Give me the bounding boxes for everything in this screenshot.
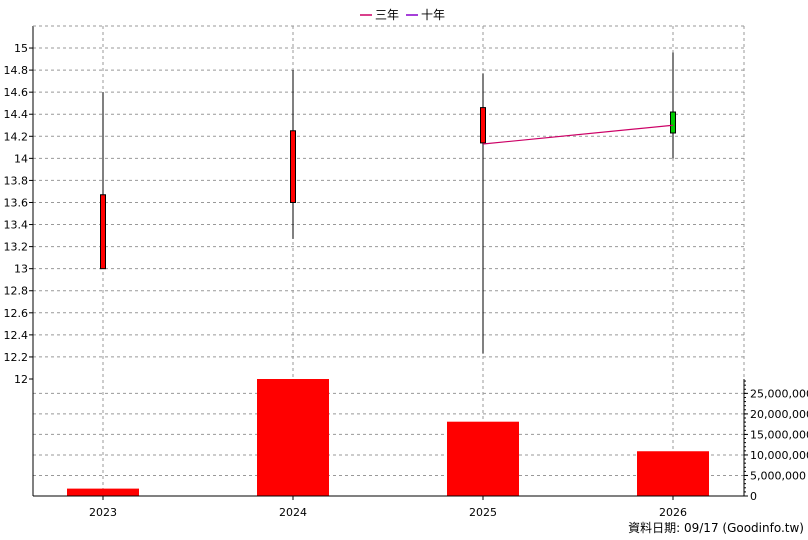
legend-label-three-year: 三年 bbox=[375, 8, 399, 22]
price-tick-label: 13.6 bbox=[4, 196, 29, 209]
data-date-footer: 資料日期: 09/17 (Goodinfo.tw) bbox=[628, 521, 804, 535]
volume-bars bbox=[67, 379, 709, 496]
price-tick-label: 13 bbox=[14, 263, 28, 276]
price-tick-label: 14.8 bbox=[4, 64, 29, 77]
volume-tick-label: 10,000,000 bbox=[750, 449, 808, 462]
price-tick-label: 15 bbox=[14, 42, 28, 55]
volume-tick-label: 5,000,000 bbox=[750, 469, 806, 482]
series-line bbox=[482, 124, 674, 145]
volume-tick-label: 0 bbox=[750, 490, 757, 503]
axes-frame bbox=[32, 25, 745, 497]
candle-body bbox=[100, 194, 106, 270]
price-tick-label: 13.8 bbox=[4, 174, 29, 187]
price-tick-label: 14.6 bbox=[4, 86, 29, 99]
price-tick-label: 12.8 bbox=[4, 285, 29, 298]
price-y-axis: 12 12.2 12.4 12.6 12.8 13 13.2 13.4 13.6 13.8 14 14… bbox=[4, 42, 33, 386]
volume-tick-label: 25,000,000 bbox=[750, 387, 808, 400]
volume-tick-label: 15,000,000 bbox=[750, 428, 808, 441]
volume-bar bbox=[67, 488, 139, 496]
price-tick-label: 12.6 bbox=[4, 307, 29, 320]
volume-bar bbox=[447, 421, 519, 496]
legend-label-ten-year: 十年 bbox=[421, 8, 445, 22]
price-tick-label: 12 bbox=[14, 373, 28, 386]
legend: 三年 十年 bbox=[360, 8, 445, 22]
volume-gridlines bbox=[33, 392, 744, 476]
volume-bar bbox=[257, 379, 329, 496]
candle-body bbox=[480, 107, 486, 144]
price-tick-label: 13.2 bbox=[4, 241, 29, 254]
price-tick-label: 12.4 bbox=[4, 329, 29, 342]
x-tick-label: 2023 bbox=[89, 506, 117, 519]
x-tick-label: 2024 bbox=[279, 506, 307, 519]
candles bbox=[100, 52, 676, 354]
volume-y-axis: 0 5,000,000 10,000,000 15,000,000 20,000,000… bbox=[744, 380, 808, 503]
x-tick-label: 2025 bbox=[469, 506, 497, 519]
volume-panel: 0 5,000,000 10,000,000 15,000,000 20,000,000… bbox=[33, 379, 808, 519]
moving-average-lines bbox=[482, 124, 674, 145]
price-tick-label: 14.2 bbox=[4, 130, 29, 143]
candle-body bbox=[290, 130, 296, 203]
price-tick-label: 14 bbox=[14, 152, 28, 165]
price-panel: 12 12.2 12.4 12.6 12.8 13 13.2 13.4 13.6 13.8 14 14… bbox=[4, 26, 744, 496]
volume-bar bbox=[637, 451, 709, 496]
candle-body bbox=[670, 111, 676, 134]
x-tick-label: 2026 bbox=[659, 506, 687, 519]
volume-tick-label: 20,000,000 bbox=[750, 408, 808, 421]
price-tick-label: 13.4 bbox=[4, 219, 29, 232]
x-axis: 2023 2024 2025 2026 bbox=[89, 496, 687, 519]
price-tick-label: 14.4 bbox=[4, 108, 29, 121]
price-tick-label: 12.2 bbox=[4, 351, 29, 364]
